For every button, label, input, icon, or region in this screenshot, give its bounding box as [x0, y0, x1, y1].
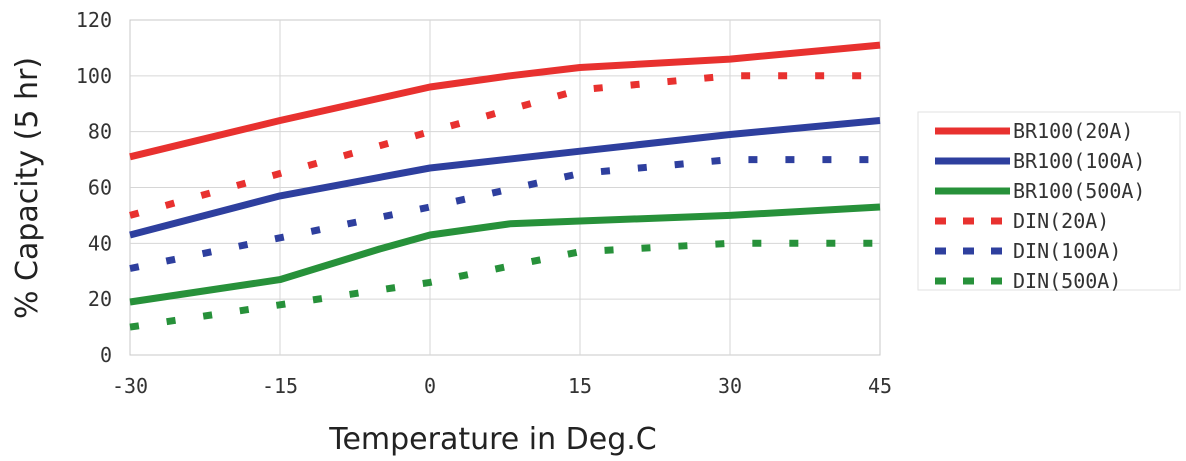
legend-label: BR100(20A)	[1013, 119, 1133, 143]
legend-label: DIN(20A)	[1013, 209, 1109, 233]
y-axis-title: % Capacity (5 hr)	[10, 57, 45, 319]
y-tick-label: 120	[76, 8, 112, 32]
x-tick-label: 0	[424, 374, 436, 398]
y-tick-labels: 0 20 40 60 80 100 120	[76, 8, 112, 367]
series-line	[129, 41, 881, 161]
y-tick-label: 40	[88, 231, 112, 255]
series-lines	[129, 41, 881, 331]
x-tick-label: 45	[868, 374, 892, 398]
legend-box	[917, 111, 1181, 291]
x-tick-labels: -30 -15 0 15 30 45	[112, 374, 892, 398]
series-line	[129, 203, 881, 306]
series-line	[129, 239, 880, 331]
y-tick-label: 20	[88, 287, 112, 311]
y-tick-label: 100	[76, 64, 112, 88]
legend-label: DIN(500A)	[1013, 269, 1121, 293]
x-tick-label: -15	[262, 374, 298, 398]
legend-label: BR100(500A)	[1013, 179, 1145, 203]
x-tick-label: 30	[718, 374, 742, 398]
x-tick-label: 15	[568, 374, 592, 398]
x-tick-label: -30	[112, 374, 148, 398]
legend: BR100(20A) BR100(100A) BR100(500A) DIN(20A)…	[917, 111, 1181, 293]
y-tick-label: 60	[88, 176, 112, 200]
legend-label: BR100(100A)	[1013, 149, 1145, 173]
legend-label: DIN(100A)	[1013, 239, 1121, 263]
y-tick-label: 0	[100, 343, 112, 367]
x-axis-title: Temperature in Deg.C	[328, 422, 657, 457]
y-tick-label: 80	[88, 120, 112, 144]
series-line	[129, 156, 880, 272]
series-line	[129, 117, 881, 239]
